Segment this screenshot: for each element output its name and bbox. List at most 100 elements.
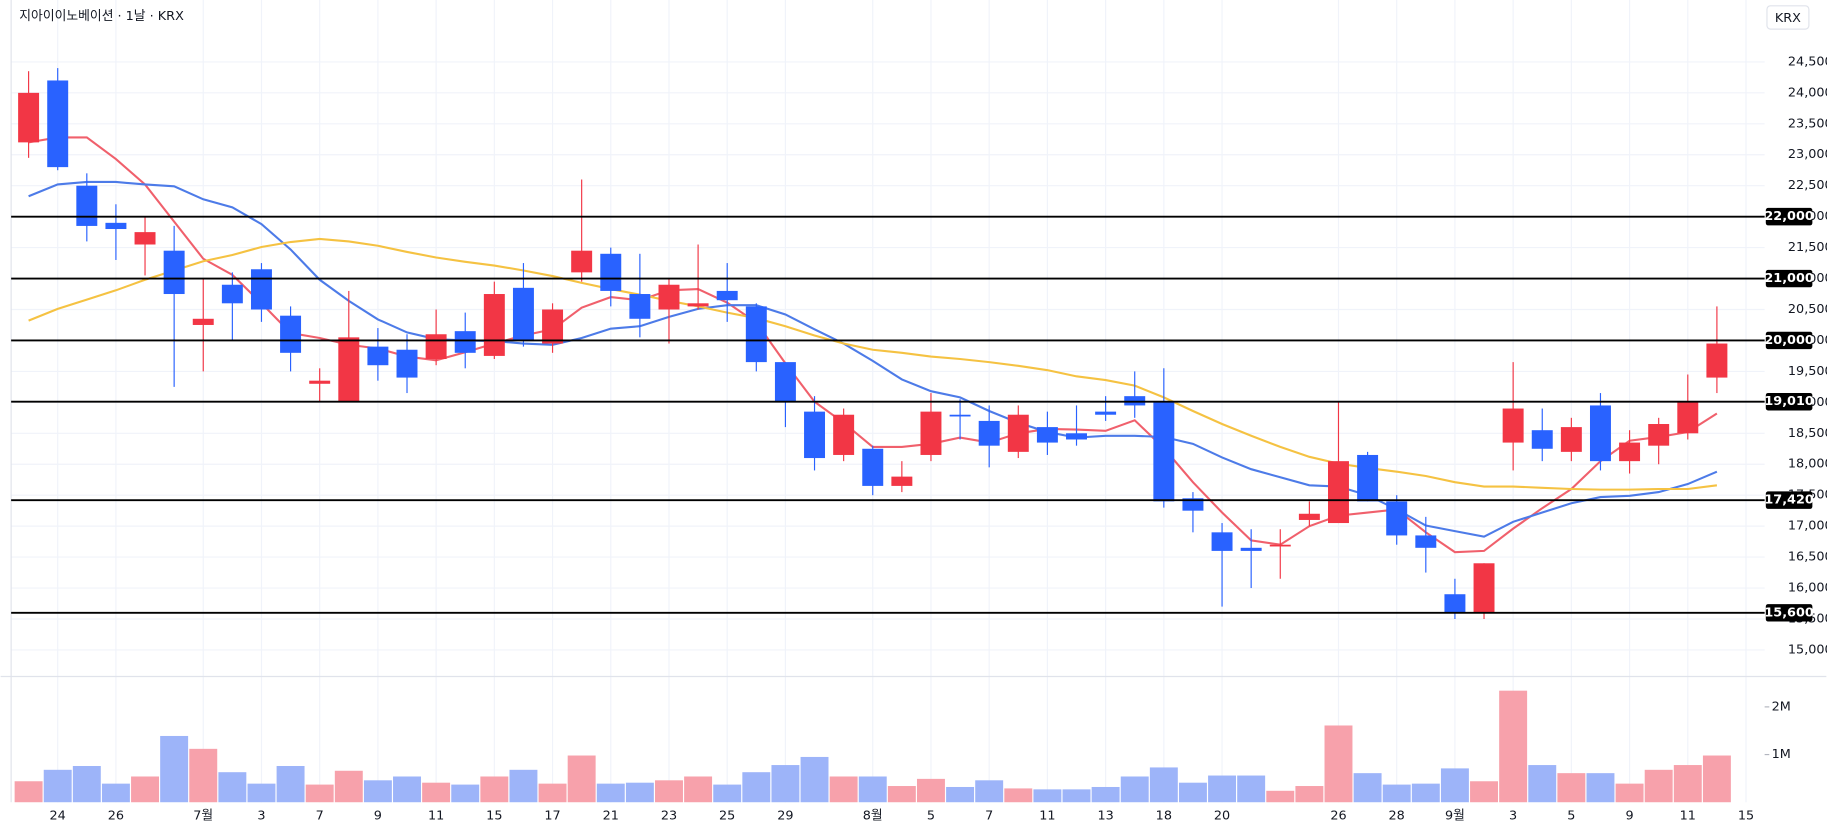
y-tick-label: 18,500 (1788, 426, 1827, 441)
candle-body (920, 411, 942, 455)
candle-body (949, 414, 971, 417)
candle-body (687, 303, 709, 307)
volume-bar (625, 782, 654, 803)
volume-bar (1702, 755, 1731, 803)
level-label: 19,010 (1764, 394, 1813, 409)
candle-body (1095, 411, 1117, 415)
candle-body (891, 476, 913, 486)
volume-bar (480, 776, 509, 803)
candle-body (1240, 547, 1262, 551)
y-tick-label: 16,500 (1788, 550, 1827, 565)
candle-body (978, 420, 1000, 446)
volume-bar (276, 766, 305, 803)
candle-body (716, 290, 738, 301)
level-label: 22,000 (1764, 209, 1813, 224)
volume-bar (1673, 765, 1702, 803)
level-badge (1765, 392, 1813, 411)
candle-body (425, 334, 447, 360)
volume-bar (1237, 775, 1266, 803)
candle-body (600, 253, 622, 291)
volume-bar (160, 735, 189, 803)
level-badge (1765, 604, 1813, 622)
chart-title: 지아이이노베이션 · 1날 · KRX (19, 9, 184, 24)
candle-body (454, 331, 476, 353)
volume-bar (1470, 781, 1499, 803)
x-tick-label: 9 (374, 809, 382, 824)
candle-body (1502, 408, 1524, 443)
level-badge (1765, 331, 1813, 350)
x-tick-label: 15 (1738, 809, 1754, 824)
currency-button[interactable] (1766, 5, 1810, 30)
volume-bar (1644, 769, 1673, 803)
volume-bar (1440, 768, 1469, 803)
candle-body (1328, 461, 1349, 524)
volume-bar (1528, 765, 1557, 803)
x-tick-label: 15 (486, 809, 502, 824)
candle-body (367, 346, 389, 366)
x-tick-label: 21 (603, 809, 619, 824)
y-tick-label: 16,000 (1788, 581, 1827, 596)
candle-body (1386, 501, 1408, 536)
x-tick-label: 24 (50, 809, 66, 824)
y-tick-label: 23,500 (1788, 116, 1827, 131)
currency-label[interactable]: KRX (1775, 11, 1801, 26)
volume-bar (858, 776, 887, 803)
volume-bar (946, 786, 975, 803)
volume-bar (887, 786, 916, 803)
volume-bar (14, 781, 43, 803)
x-tick-label: 7 (316, 809, 324, 824)
volume-bar (596, 783, 625, 803)
x-tick-label: 8월 (863, 809, 883, 824)
candle-body (1648, 424, 1670, 446)
x-tick-label: 18 (1156, 809, 1172, 824)
candle-body (804, 411, 826, 459)
volume-bar (1062, 789, 1091, 803)
x-tick-label: 9 (1625, 809, 1633, 824)
volume-bar (451, 784, 480, 803)
volume-bar (1004, 788, 1033, 803)
x-tick-label: 11 (428, 809, 444, 824)
candle-body (47, 80, 69, 168)
volume-bar (1586, 773, 1615, 803)
candle-body (1211, 532, 1233, 551)
volume-tick-label: 1M (1772, 747, 1791, 762)
candle-body (1473, 563, 1495, 613)
volume-bar (1208, 775, 1237, 803)
volume-bar (655, 780, 683, 803)
volume-bar (1499, 690, 1528, 803)
volume-bar (829, 776, 858, 803)
level-badge (1765, 207, 1813, 226)
volume-tick-label: 2M (1772, 699, 1791, 714)
volume-bar (916, 778, 945, 803)
moving-average-line (28, 237, 1718, 491)
volume-bar (567, 755, 596, 803)
levels: 22,000 21,000 20,000 19,010 17,420 15,600 (11, 207, 1814, 622)
candle-body (745, 306, 767, 363)
volume-bar (1295, 786, 1324, 803)
candle-body (76, 185, 98, 226)
volume-bar (305, 784, 334, 803)
level-label: 21,000 (1764, 271, 1813, 286)
candle-body (1269, 544, 1291, 547)
y-tick-label: 17,000 (1788, 519, 1827, 534)
volume-bar (509, 769, 538, 803)
volume-bar (1033, 789, 1062, 803)
candle-body (512, 287, 534, 341)
y-tick-label: 18,000 (1788, 457, 1827, 472)
x-tick-label: 17 (544, 809, 560, 824)
candle-body (571, 250, 593, 273)
level-label: 15,600 (1764, 605, 1813, 620)
volume-bar (189, 748, 218, 803)
y-tick-label: 23,000 (1788, 147, 1827, 162)
volume-bar (1382, 784, 1411, 803)
candle-body (1706, 343, 1728, 378)
x-tick-label: 25 (719, 809, 735, 824)
volume-bar (363, 780, 392, 803)
volume-bar (742, 772, 771, 803)
candle-body (542, 309, 564, 344)
volume-bar (1149, 767, 1178, 803)
x-tick-label: 13 (1097, 809, 1113, 824)
candle-body (338, 337, 360, 403)
